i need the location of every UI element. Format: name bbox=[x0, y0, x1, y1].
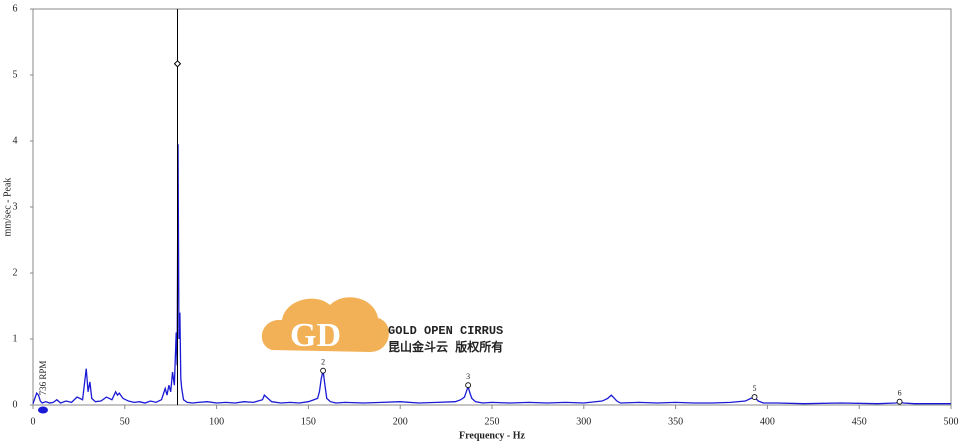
cursor-marker bbox=[173, 60, 182, 68]
harmonic-marker bbox=[896, 398, 903, 405]
harmonic-marker bbox=[465, 382, 472, 389]
y-tick-label: 4 bbox=[13, 135, 18, 146]
x-tick-label: 0 bbox=[31, 416, 36, 427]
x-tick-label: 450 bbox=[852, 416, 867, 427]
x-tick-label: 200 bbox=[393, 416, 408, 427]
y-tick-label: 3 bbox=[13, 201, 18, 212]
x-tick-label: 250 bbox=[485, 416, 500, 427]
spectrum-line bbox=[32, 144, 951, 405]
harmonic-label: 6 bbox=[898, 389, 902, 398]
watermark-text: 昆山金斗云 版权所有 bbox=[388, 339, 503, 355]
x-tick-label: 400 bbox=[760, 416, 775, 427]
x-tick-label: 500 bbox=[944, 416, 959, 427]
x-tick-label: 350 bbox=[668, 416, 683, 427]
harmonic-label: 5 bbox=[753, 384, 757, 393]
rpm-label: 736 RPM bbox=[38, 361, 48, 396]
harmonic-marker bbox=[320, 367, 326, 374]
watermark-logo: GD bbox=[261, 297, 389, 354]
harmonic-label: 3 bbox=[466, 372, 470, 381]
y-axis-label: mm/sec - Peak bbox=[2, 178, 13, 237]
x-axis-label: Frequency - Hz bbox=[459, 430, 525, 441]
y-tick-label: 6 bbox=[13, 3, 18, 14]
harmonic-label: 2 bbox=[321, 358, 325, 367]
rpm-marker bbox=[38, 406, 48, 414]
y-tick-label: 1 bbox=[13, 333, 18, 344]
x-tick-label: 150 bbox=[301, 416, 316, 427]
logo-mark: GD bbox=[290, 317, 341, 354]
x-tick-label: 300 bbox=[576, 416, 591, 427]
y-tick-label: 5 bbox=[13, 69, 18, 80]
harmonic-marker bbox=[751, 394, 758, 400]
x-tick-label: 100 bbox=[209, 416, 224, 427]
x-tick-label: 50 bbox=[120, 416, 130, 427]
watermark-text: GOLD OPEN CIRRUS bbox=[388, 324, 503, 338]
y-tick-label: 0 bbox=[13, 399, 18, 410]
y-tick-label: 2 bbox=[13, 267, 18, 278]
